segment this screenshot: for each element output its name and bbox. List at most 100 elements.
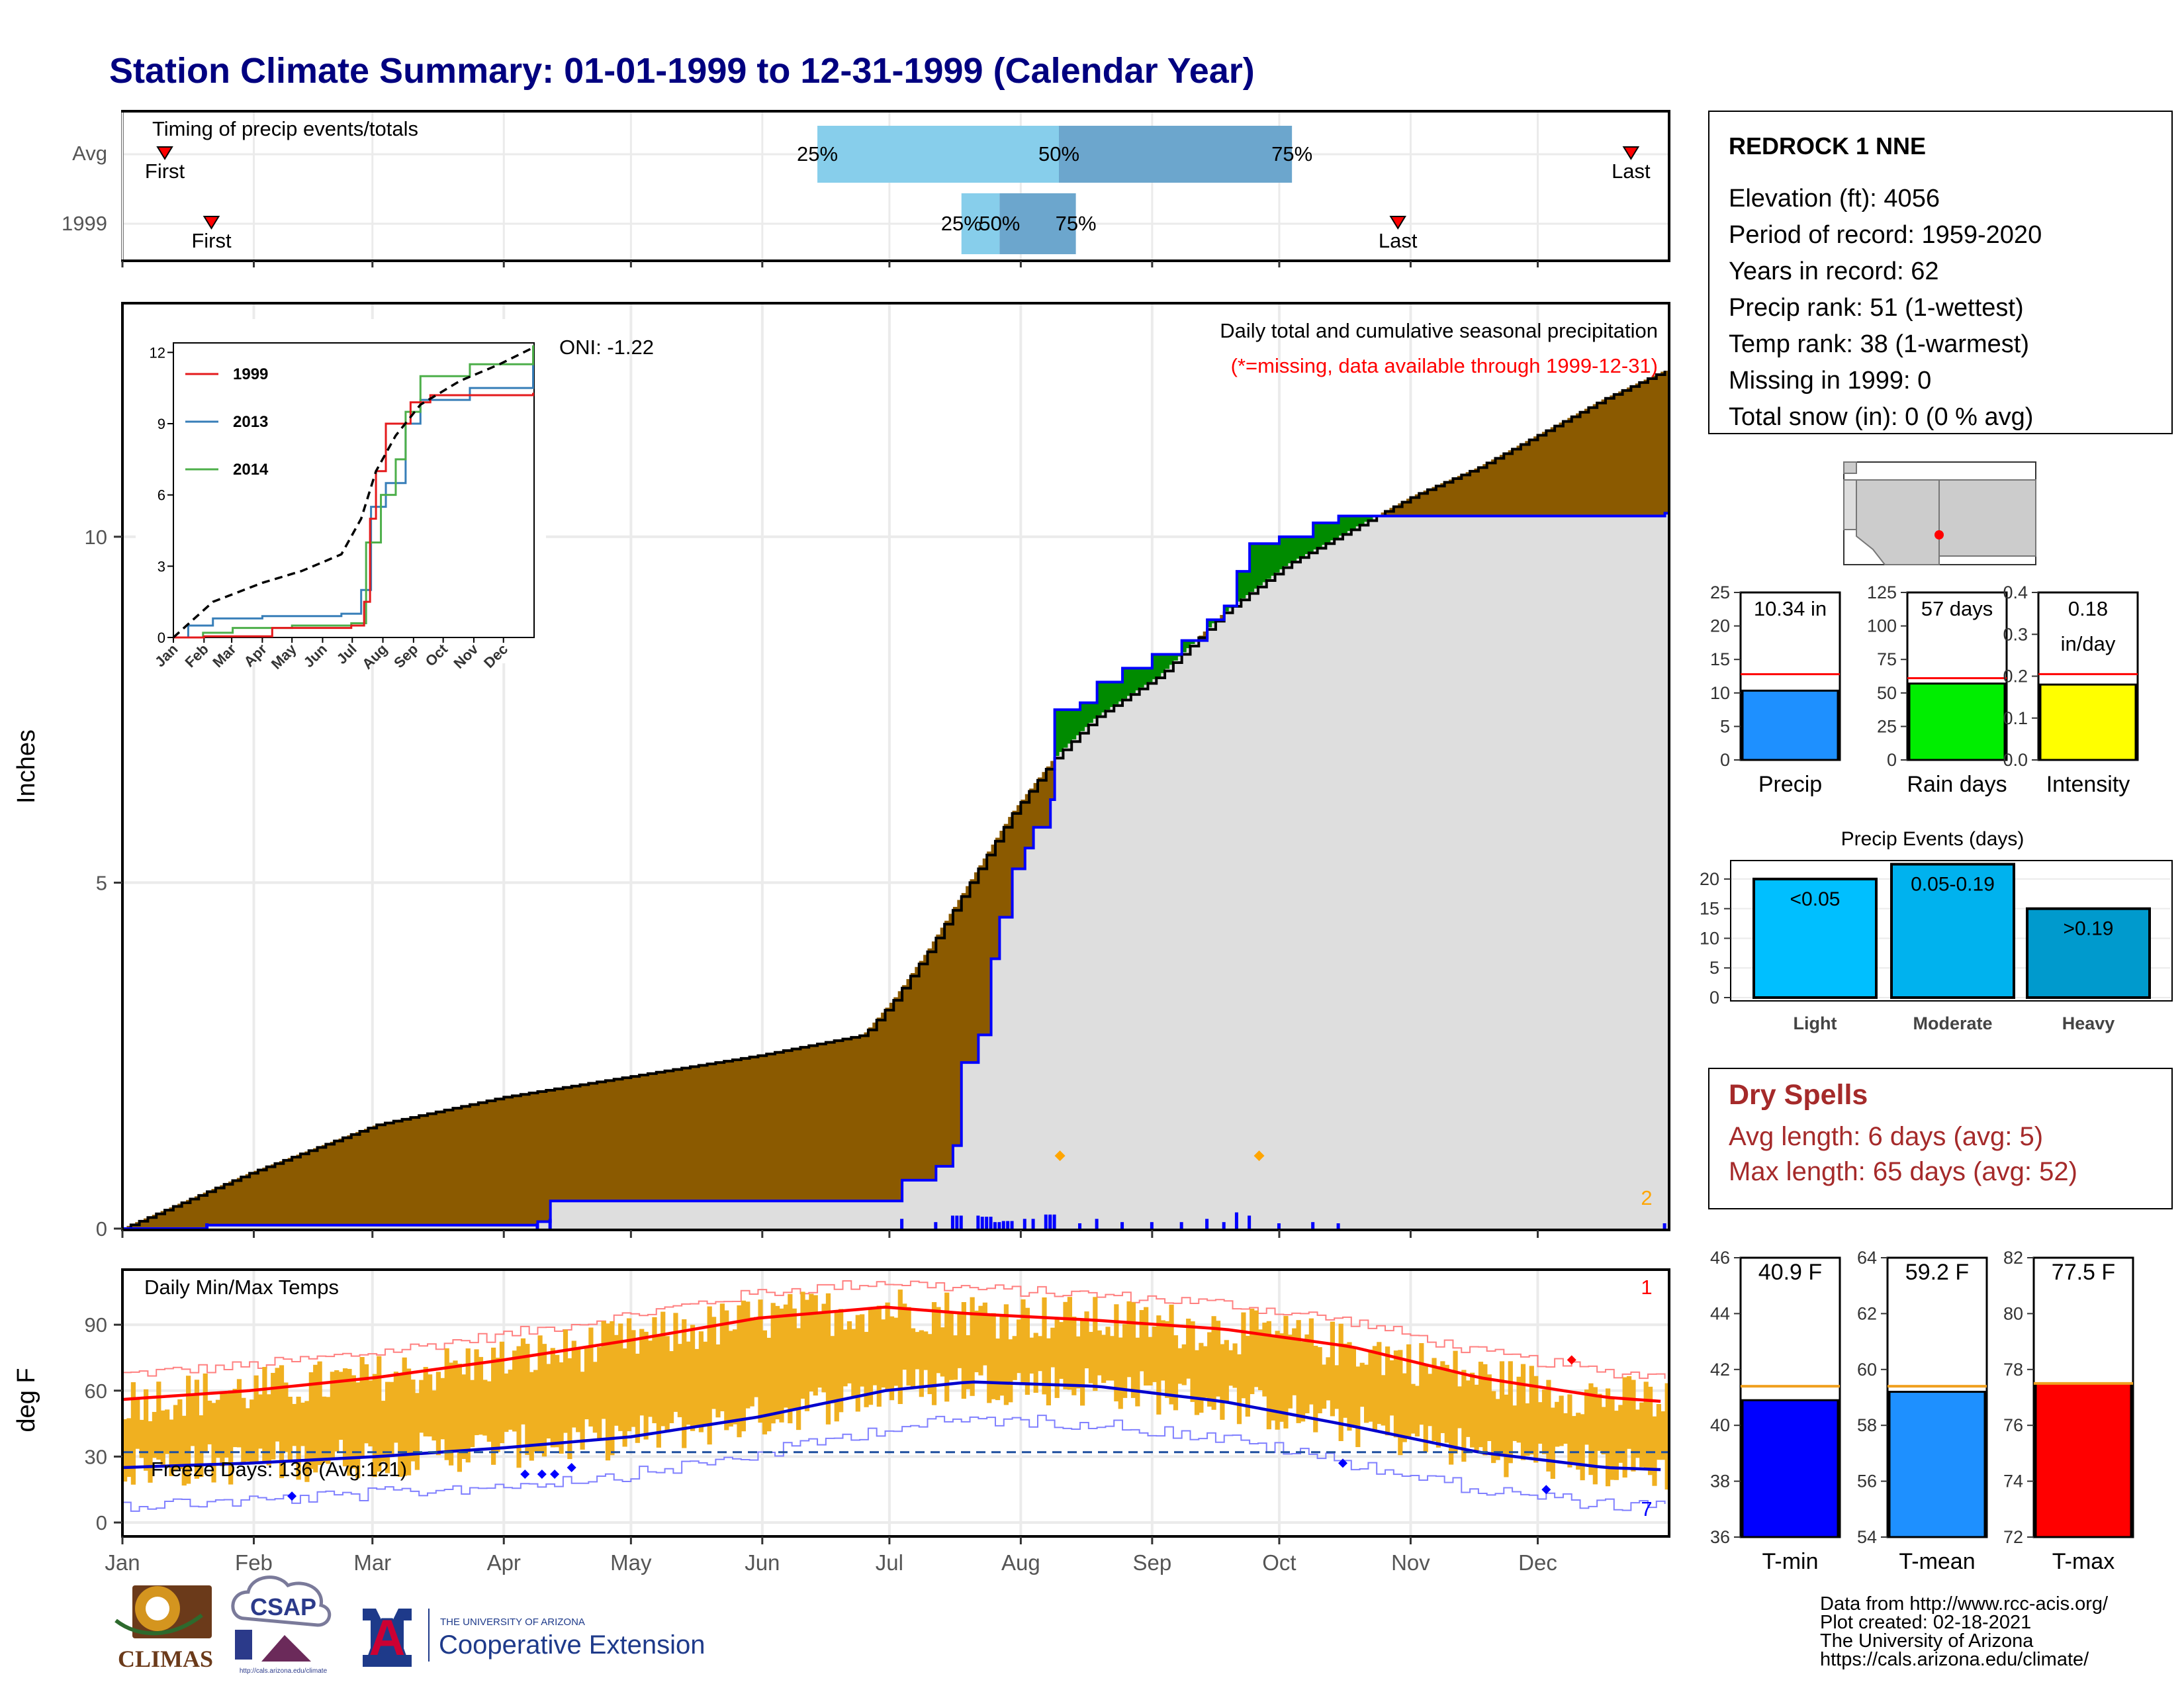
temp-daily-range-bar [728, 1331, 733, 1427]
temp-daily-range-bar [359, 1356, 365, 1457]
temp-daily-range-bar [1495, 1399, 1500, 1460]
temp-daily-range-bar [825, 1293, 831, 1425]
temp-summary-tick: 56 [1857, 1472, 1877, 1491]
temp-daily-range-bar [1491, 1391, 1496, 1464]
temp-daily-range-bar [1105, 1327, 1111, 1381]
temp-daily-range-bar [559, 1362, 564, 1454]
temp-daily-range-bar [1308, 1318, 1314, 1405]
temp-daily-range-bar [1580, 1414, 1585, 1481]
temp-panel-label: Daily Min/Max Temps [144, 1276, 339, 1299]
temp-daily-range-bar [419, 1380, 424, 1433]
temp-daily-range-bar [1241, 1312, 1246, 1399]
temp-daily-range-bar [1326, 1357, 1331, 1401]
temp-daily-range-bar [533, 1370, 539, 1452]
temp-daily-range-bar [821, 1303, 827, 1393]
temp-daily-range-bar [304, 1401, 310, 1482]
events-tick: 5 [1709, 958, 1719, 978]
temp-daily-range-bar [698, 1331, 704, 1432]
temp-summary-tick: 82 [2003, 1248, 2023, 1268]
temp-daily-range-bar [1071, 1317, 1077, 1395]
temp-daily-range-bar [1377, 1342, 1382, 1425]
temp-y-tick: 60 [85, 1380, 107, 1403]
temp-daily-range-bar [1059, 1322, 1064, 1379]
station-info-line: Period of record: 1959-2020 [1729, 221, 2042, 249]
temp-daily-range-bar [1419, 1342, 1424, 1425]
temp-panel: deg F 0 30 60 90 Daily Min/Max Temps Freeze… [13, 1268, 1670, 1538]
temp-daily-range-bar [919, 1330, 924, 1397]
temp-daily-range-bar [622, 1348, 627, 1447]
temp-daily-range-bar [758, 1299, 763, 1423]
temp-daily-range-bar [1148, 1336, 1153, 1385]
temp-daily-range-bar [834, 1311, 839, 1422]
temp-daily-range-bar [334, 1370, 340, 1452]
temp-daily-range-bar [1181, 1344, 1187, 1385]
dry-spells-avg: Avg length: 6 days (avg: 5) [1729, 1122, 2043, 1151]
temp-daily-range-bar [283, 1382, 289, 1452]
temp-daily-range-bar [1203, 1346, 1208, 1398]
temp-record-high-line [122, 1280, 1666, 1380]
precip-daily-bar [1662, 1223, 1666, 1229]
temp-daily-range-bar [1271, 1335, 1276, 1421]
temp-daily-range-bar [1610, 1399, 1615, 1480]
month-label: Jan [105, 1550, 140, 1575]
station-info-line: Years in record: 62 [1729, 258, 1939, 285]
summary-bar-value [2039, 683, 2137, 761]
summary-bar-tick: 50 [1877, 683, 1897, 703]
month-label: May [610, 1550, 652, 1575]
temp-daily-range-bar [643, 1331, 649, 1440]
inset-y-tick: 3 [158, 558, 165, 575]
temp-daily-range-bar [1622, 1377, 1627, 1478]
temp-daily-range-bar [245, 1408, 250, 1462]
temp-daily-range-bar [1084, 1311, 1089, 1369]
temp-daily-range-bar [1499, 1361, 1505, 1455]
timing-last-label: Last [1379, 229, 1418, 252]
temp-daily-range-bar [601, 1321, 606, 1419]
climas-logo: CLIMAS [114, 1585, 213, 1672]
events-bar-value-label: 0.05-0.19 [1911, 874, 1995, 896]
temp-daily-range-bar [1414, 1385, 1420, 1437]
temp-daily-range-bar [512, 1350, 518, 1432]
temp-summary-tick: 76 [2003, 1415, 2023, 1435]
temp-daily-range-bar [1262, 1323, 1267, 1397]
temp-daily-range-bar [1093, 1297, 1098, 1391]
temp-daily-range-bar [372, 1374, 377, 1477]
temp-daily-range-bar [792, 1308, 797, 1411]
temp-daily-range-bar [457, 1364, 463, 1472]
temp-daily-range-bar [363, 1364, 369, 1444]
temp-daily-range-bar [1029, 1337, 1034, 1374]
temp-daily-range-bar [199, 1415, 204, 1477]
temp-daily-range-bar [707, 1306, 712, 1445]
temp-daily-range-bar [1584, 1389, 1590, 1445]
temp-daily-range-bar [449, 1362, 454, 1466]
temp-daily-range-bar [605, 1323, 611, 1461]
temp-daily-range-bar [1563, 1413, 1569, 1444]
temp-daily-range-bar [1423, 1364, 1428, 1452]
temp-daily-range-bar [266, 1394, 271, 1466]
temp-daily-range-bar [906, 1307, 911, 1386]
temp-daily-range-bar [1571, 1416, 1576, 1463]
temp-summary-tick: 74 [2003, 1472, 2023, 1491]
precip-y-tick: 5 [96, 871, 107, 894]
temp-daily-range-bar [639, 1329, 645, 1416]
temp-daily-range-bar [1118, 1337, 1123, 1409]
temp-daily-range-bar [703, 1341, 708, 1425]
precip-daily-bar [1222, 1222, 1226, 1229]
temp-daily-range-bar [1003, 1304, 1009, 1405]
temp-daily-range-bar [1232, 1343, 1238, 1388]
temp-summary-tick: 46 [1710, 1248, 1730, 1268]
temp-daily-range-bar [1088, 1332, 1094, 1383]
temp-daily-range-bar [1194, 1350, 1200, 1415]
temp-daily-range-bar [948, 1313, 954, 1380]
inset-series-2014 [173, 345, 535, 639]
temp-daily-range-bar [1279, 1333, 1285, 1422]
summary-bar-value-label: 57 days [1921, 597, 1993, 620]
precip-daily-bar [997, 1222, 1001, 1229]
temp-daily-range-bar [1457, 1386, 1463, 1429]
temp-daily-range-bar [762, 1330, 768, 1434]
temp-summary-tick: 72 [2003, 1527, 2023, 1547]
temp-daily-range-bar [555, 1354, 560, 1448]
temp-daily-range-bar [1555, 1401, 1560, 1447]
temp-daily-range-bar [275, 1368, 280, 1442]
timing-bar-q50-q75 [999, 193, 1076, 254]
